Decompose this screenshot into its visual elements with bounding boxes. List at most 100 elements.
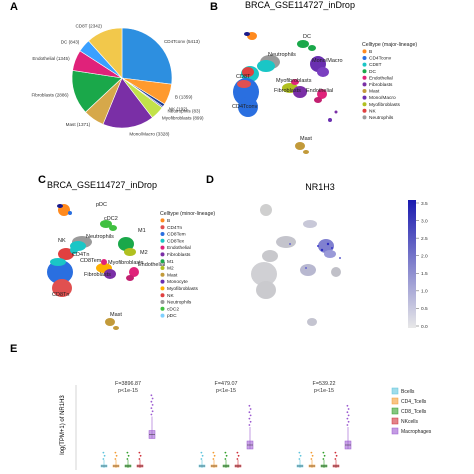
colorbar-tick-label: 2.0 bbox=[421, 254, 428, 260]
panel-c-letter: C bbox=[38, 174, 46, 186]
legend-swatch bbox=[362, 82, 367, 87]
legend-swatch bbox=[160, 266, 165, 270]
panel-d-feature-plot bbox=[251, 204, 341, 326]
box-outlier bbox=[248, 411, 251, 414]
legend-swatch bbox=[160, 272, 165, 277]
legend-entry: Endothelial bbox=[167, 245, 191, 251]
pie-label: Mast (1371) bbox=[66, 122, 91, 127]
box-outlier bbox=[248, 404, 251, 407]
box-outlier bbox=[114, 451, 117, 454]
legend-entry: Mono/Macro bbox=[369, 95, 396, 101]
box-outlier bbox=[212, 451, 215, 454]
pie-label: Myofibroblasts (899) bbox=[162, 115, 204, 120]
cluster-label: DC bbox=[303, 34, 311, 40]
legend-entry: NK bbox=[167, 293, 174, 299]
cluster-label: cDC2 bbox=[104, 216, 118, 222]
cluster-label: Mast bbox=[300, 136, 312, 142]
legend-swatch bbox=[391, 387, 399, 395]
colorbar-tick-label: 2.5 bbox=[421, 236, 428, 242]
pie-slice-mono-macro bbox=[102, 77, 153, 129]
colorbar-tick-label: 3.5 bbox=[421, 201, 428, 207]
box-outlier bbox=[248, 417, 251, 420]
box-outlier bbox=[347, 420, 350, 423]
legend-swatch bbox=[362, 95, 367, 100]
box-outlier bbox=[212, 458, 215, 460]
box-outlier bbox=[138, 451, 141, 454]
legend-entry: Fibroblasts bbox=[369, 82, 393, 88]
legend-swatch bbox=[160, 300, 165, 304]
cluster-label: Endothelial bbox=[138, 262, 165, 268]
legend-entry: Monocyte bbox=[167, 279, 188, 285]
cluster-label: CD4Tn bbox=[72, 252, 89, 258]
box-outlier bbox=[347, 414, 350, 417]
box-outlier bbox=[224, 458, 227, 460]
cluster-label: Fibroblasts bbox=[84, 272, 111, 278]
box-outlier bbox=[127, 454, 130, 457]
box-outlier bbox=[224, 451, 227, 454]
box-outlier bbox=[334, 451, 337, 454]
legend-entry: B bbox=[167, 218, 170, 224]
box-outlier bbox=[322, 451, 325, 454]
legend-entry: Bcells bbox=[401, 389, 415, 395]
legend-entry: CD4Tn bbox=[167, 225, 183, 231]
box-outlier bbox=[346, 404, 349, 407]
cluster-label: Mono/Macro bbox=[312, 58, 343, 64]
legend-swatch bbox=[362, 108, 367, 113]
cluster-label: Fibroblasts bbox=[274, 88, 301, 94]
legend-swatch bbox=[160, 225, 165, 230]
pie-labels: CD4Tconv (5413) B (1359) NK (192)Neutrophi… bbox=[31, 24, 204, 137]
box-outlier bbox=[249, 420, 252, 423]
cluster-label: Endothelial bbox=[306, 88, 333, 94]
legend-swatch bbox=[362, 69, 367, 74]
box-outlier bbox=[237, 454, 240, 457]
box-outlier bbox=[225, 454, 228, 457]
box-outlier bbox=[322, 458, 325, 460]
box-outlier bbox=[236, 451, 239, 454]
box-outlier bbox=[150, 413, 153, 416]
pie-slice-cd8t bbox=[88, 27, 123, 79]
colorbar-ticks: 3.5 3.0 2.5 2.0 1.5 1.0 0.5 0.0 bbox=[416, 201, 428, 330]
box-outlier bbox=[115, 454, 118, 457]
legend-entry: cDC2 bbox=[167, 306, 179, 312]
box-outlier bbox=[139, 454, 142, 457]
legend-entry: Macrophages bbox=[401, 429, 432, 435]
pie-slice-cd4tconv bbox=[121, 27, 173, 85]
cluster-label: CD8Tn bbox=[52, 292, 69, 298]
group-pvalue: p<1e-15 bbox=[216, 388, 236, 394]
legend-entry: DC bbox=[369, 69, 376, 75]
cluster-label: CD8T bbox=[236, 74, 251, 80]
pie-label: Mono/Macro (3328) bbox=[129, 132, 170, 137]
legend-swatch bbox=[160, 259, 165, 264]
legend-swatch bbox=[362, 75, 367, 80]
box-outlier bbox=[346, 417, 349, 420]
legend-entry: CD8Tem bbox=[167, 232, 186, 238]
legend-entry: CD4_Tcells bbox=[401, 399, 427, 405]
cluster-label: CD4Tconv bbox=[232, 104, 258, 110]
colorbar-tick-label: 3.0 bbox=[421, 218, 428, 224]
legend-swatch bbox=[160, 313, 165, 318]
panel-b-annotations: DC Neutrophils Mono/Macro CD8T Myofibroblast… bbox=[232, 34, 343, 142]
legend-entry: CD8Tex bbox=[167, 238, 185, 244]
panel-b-umap bbox=[233, 32, 338, 154]
panel-c-umap bbox=[47, 204, 139, 330]
box-outlier bbox=[102, 458, 105, 460]
cluster-label: Mast bbox=[110, 312, 122, 318]
group-stat: F=539.22 bbox=[313, 381, 336, 387]
pie-label: Neutrophils (83) bbox=[167, 109, 200, 114]
legend-entry: M2 bbox=[167, 266, 174, 272]
box-outlier bbox=[310, 458, 313, 460]
legend-swatch bbox=[362, 102, 367, 107]
colorbar-tick-label: 1.5 bbox=[421, 271, 428, 277]
box-outlier bbox=[200, 451, 203, 454]
pie-label: CD4Tconv (5413) bbox=[164, 39, 200, 44]
panel-b-title: BRCA_GSE114727_inDrop bbox=[245, 0, 355, 10]
box-outlier bbox=[151, 404, 154, 406]
legend-swatch bbox=[362, 56, 367, 60]
legend-swatch bbox=[391, 427, 399, 435]
box-outlier bbox=[249, 414, 252, 417]
legend-entry: Neutrophils bbox=[369, 115, 394, 121]
colorbar bbox=[408, 200, 416, 328]
cluster-label: CD8Tem bbox=[80, 258, 102, 264]
panel-e-letter: E bbox=[10, 343, 17, 355]
